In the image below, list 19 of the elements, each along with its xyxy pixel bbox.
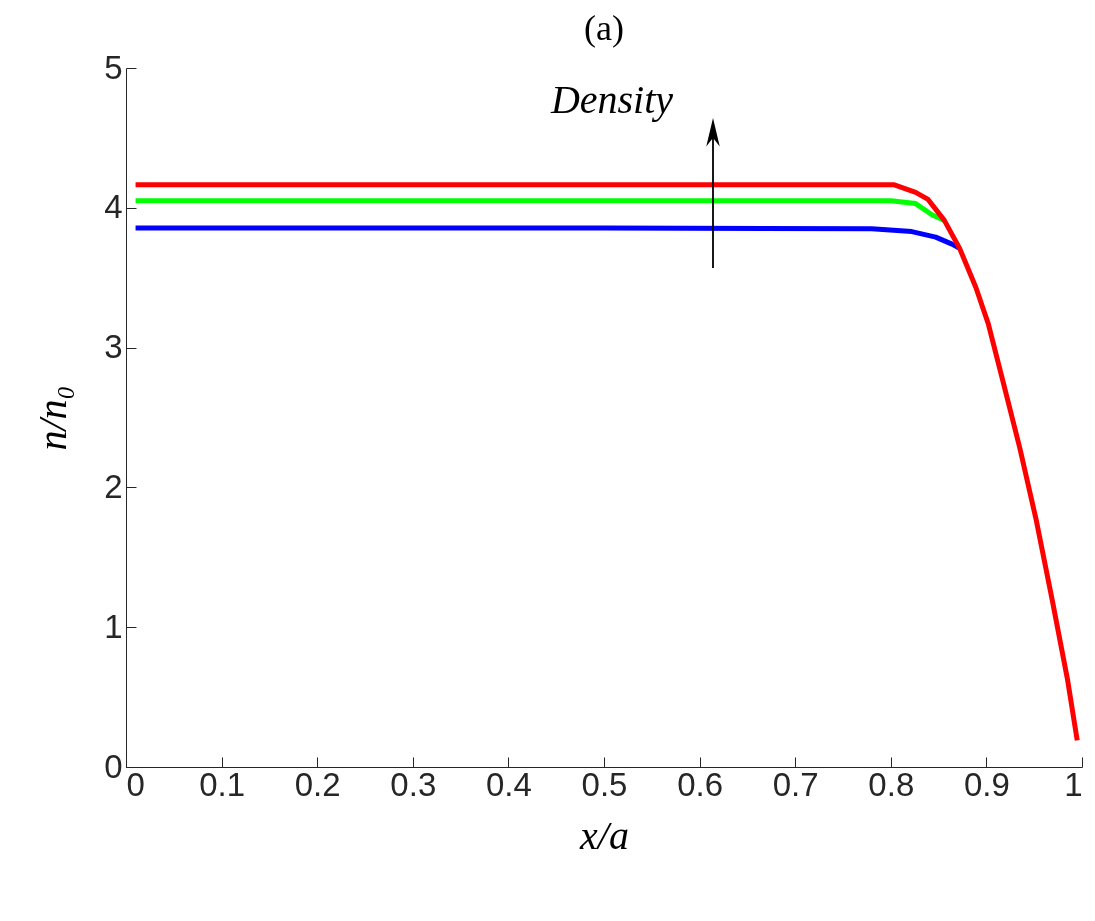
x-axis-title: x/a (579, 812, 629, 858)
x-tick-label: 0.4 (485, 765, 532, 803)
y-tick-label: 4 (104, 188, 123, 226)
annotation: Density (549, 77, 674, 122)
y-tick-label: 3 (104, 328, 123, 366)
x-tick-label: 0.8 (868, 765, 915, 803)
x-tick-label: 1 (1064, 765, 1083, 803)
y-tick-label: 2 (104, 467, 123, 505)
y-tick-label: 5 (104, 48, 123, 86)
x-tick-label: 0.7 (772, 765, 819, 803)
x-tick-label: 0.6 (677, 765, 724, 803)
x-tick-label: 0.3 (390, 765, 437, 803)
x-tick-label: 0.2 (294, 765, 341, 803)
chart-title: (a) (584, 8, 624, 48)
x-tick-label: 0.5 (581, 765, 628, 803)
x-tick-label: 0.1 (199, 765, 246, 803)
y-axis-title: n/n₀ (30, 385, 76, 451)
y-tick-label: 1 (104, 607, 123, 645)
x-tick-label: 0.9 (963, 765, 1010, 803)
